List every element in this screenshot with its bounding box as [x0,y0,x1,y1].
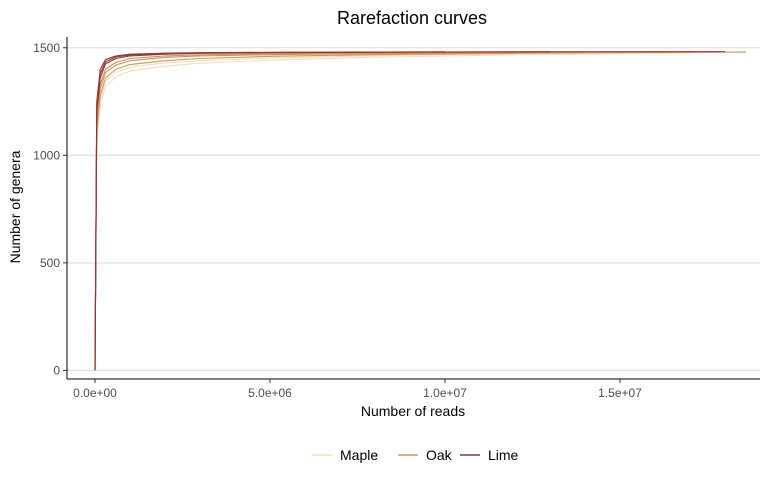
chart-title: Rarefaction curves [337,8,487,28]
x-axis-ticks: 0.0e+00 5.0e+06 1.0e+07 1.5e+07 [73,379,642,400]
x-tick-label: 1.5e+07 [598,386,642,400]
legend-item-maple: Maple [312,447,378,463]
y-axis-ticks: 0 500 1000 1500 [33,41,67,377]
axes [66,37,760,380]
gridlines [67,47,760,371]
series-line-oak-5 [94,51,586,371]
legend-item-lime: Lime [460,447,519,463]
series-line-lime-7 [94,51,551,371]
legend: Maple Oak Lime [312,447,519,463]
series-line-oak-4 [94,52,481,371]
legend-item-oak: Oak [398,447,453,463]
legend-label-oak: Oak [426,447,453,463]
y-tick-label: 1500 [33,41,60,55]
x-tick-label: 1.0e+07 [423,386,467,400]
x-tick-label: 0.0e+00 [73,386,117,400]
legend-label-lime: Lime [488,447,519,463]
x-axis-title: Number of reads [361,403,465,419]
legend-label-maple: Maple [340,447,378,463]
y-tick-label: 1000 [33,148,60,162]
y-tick-label: 0 [53,363,60,377]
x-tick-label: 5.0e+06 [248,386,292,400]
series-lines [94,51,747,371]
series-line-maple-2 [94,53,516,371]
series-line-maple-1 [94,52,691,371]
y-axis-title: Number of genera [7,150,23,263]
series-line-oak-3 [94,51,747,371]
series-line-lime-8 [94,51,446,371]
series-line-lime-6 [94,51,726,371]
y-tick-label: 500 [40,256,60,270]
